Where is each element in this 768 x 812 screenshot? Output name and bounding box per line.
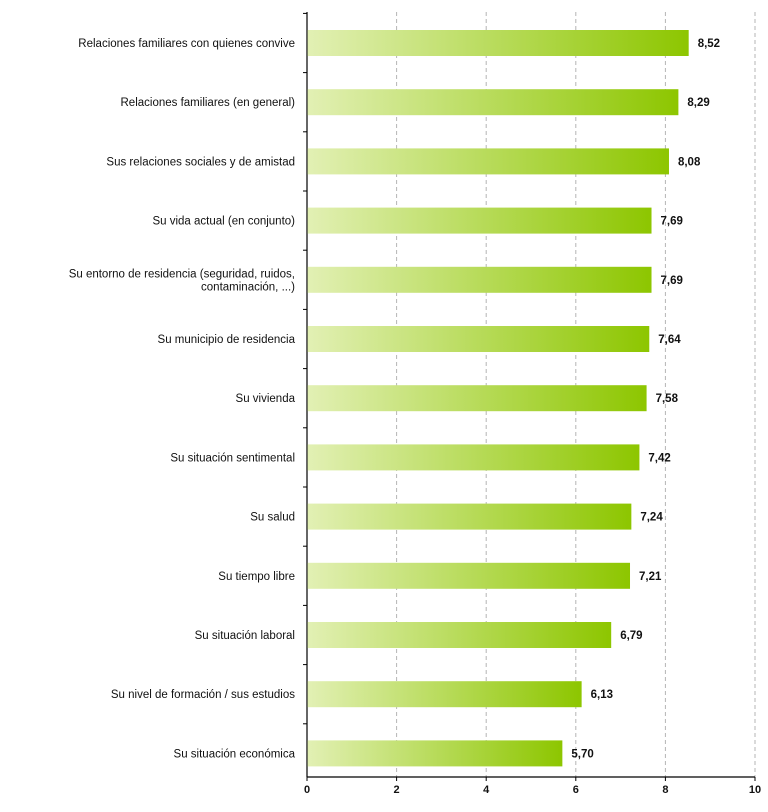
- bar: [307, 326, 650, 352]
- value-label: 7,21: [639, 571, 662, 583]
- x-tick-label: 8: [662, 784, 668, 796]
- x-tick-label: 4: [483, 784, 490, 796]
- value-label: 7,58: [656, 393, 679, 405]
- bar: [307, 740, 563, 767]
- bar: [307, 148, 669, 175]
- bar: [307, 622, 612, 648]
- labels: 8,52 Relaciones familiares con quienes co…: [69, 38, 720, 760]
- category-label: Su salud: [250, 512, 295, 524]
- x-tick-label: 0: [304, 784, 310, 796]
- bar: [307, 681, 582, 708]
- category-label: Su situación laboral: [195, 630, 295, 642]
- axes: 0 2 4 6 8 10: [303, 12, 761, 796]
- category-label: Su nivel de formación / sus estudios: [111, 689, 295, 701]
- x-tick-label: 10: [749, 784, 761, 796]
- bar: [307, 503, 632, 530]
- value-label: 7,42: [648, 452, 670, 464]
- value-label: 8,52: [698, 38, 720, 50]
- bar: [307, 444, 640, 471]
- value-label: 7,69: [661, 275, 683, 287]
- bar: [307, 385, 647, 412]
- bar: [307, 30, 689, 56]
- value-label: 6,79: [620, 630, 642, 642]
- value-label: 7,64: [658, 334, 681, 346]
- x-tick-label: 2: [394, 784, 400, 796]
- category-label: Su situación económica: [174, 748, 296, 760]
- category-label: Su tiempo libre: [218, 571, 295, 583]
- value-label: 7,69: [661, 216, 683, 228]
- category-label: Su entorno de residencia (seguridad, rui…: [69, 268, 295, 293]
- category-label: Su vivienda: [236, 393, 296, 405]
- value-label: 5,70: [571, 748, 593, 760]
- category-label: Relaciones familiares (en general): [121, 97, 296, 109]
- grid-lines: [396, 12, 756, 777]
- bars: [307, 30, 689, 767]
- value-label: 8,08: [678, 156, 701, 168]
- category-label: Relaciones familiares con quienes conviv…: [78, 38, 295, 50]
- value-label: 8,29: [687, 97, 709, 109]
- category-label: Su municipio de residencia: [158, 334, 296, 346]
- bar: [307, 562, 631, 589]
- value-label: 7,24: [640, 512, 663, 524]
- bar: [307, 266, 652, 293]
- category-label: Su situación sentimental: [170, 452, 295, 464]
- bar: [307, 89, 679, 116]
- value-label: 6,13: [591, 689, 613, 701]
- bar: [307, 207, 652, 234]
- x-tick-label: 6: [573, 784, 579, 796]
- category-label: Sus relaciones sociales y de amistad: [106, 156, 295, 168]
- category-label: Su vida actual (en conjunto): [152, 216, 295, 228]
